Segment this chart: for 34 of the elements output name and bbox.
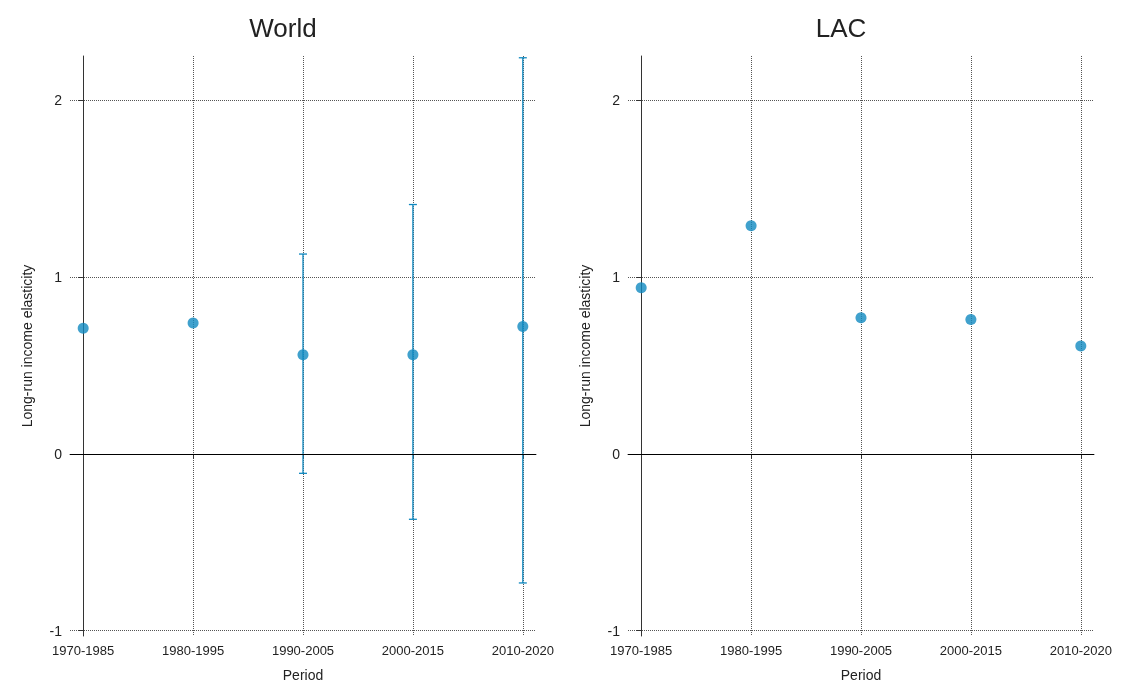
x-tick-label: 1980-1995 bbox=[162, 643, 225, 658]
point bbox=[1075, 340, 1087, 352]
y-tick-label: 0 bbox=[54, 445, 63, 462]
chart-title: LAC bbox=[815, 13, 867, 43]
y-tick-label: -1 bbox=[49, 622, 63, 639]
point bbox=[297, 349, 309, 361]
y-tick-label: -1 bbox=[607, 622, 621, 639]
x-axis-title: Period bbox=[840, 667, 882, 683]
x-tick-label: 1990-2005 bbox=[271, 643, 335, 658]
y-axis-title: Long-run income elasticity bbox=[577, 264, 593, 428]
x-tick-label: 1980-1995 bbox=[720, 643, 783, 658]
y-tick-label: 1 bbox=[54, 269, 63, 286]
x-axis-title: Period bbox=[282, 667, 324, 683]
x-tick-label: 1970-1985 bbox=[610, 643, 673, 658]
point bbox=[77, 322, 89, 334]
point bbox=[635, 282, 647, 294]
point bbox=[517, 321, 529, 333]
x-tick-label: 1990-2005 bbox=[829, 643, 893, 658]
point bbox=[407, 349, 419, 361]
chart-title: World bbox=[249, 13, 317, 43]
point bbox=[965, 313, 977, 325]
y-tick-label: 2 bbox=[54, 92, 63, 109]
point bbox=[187, 317, 199, 329]
y-tick-label: 2 bbox=[612, 92, 621, 109]
point bbox=[745, 220, 757, 232]
x-tick-label: 2010-2020 bbox=[1049, 643, 1112, 658]
x-tick-label: 1970-1985 bbox=[52, 643, 115, 658]
y-tick-label: 1 bbox=[612, 269, 621, 286]
x-tick-label: 2000-2015 bbox=[381, 643, 444, 658]
x-tick-label: 2000-2015 bbox=[939, 643, 1002, 658]
y-axis-title: Long-run income elasticity bbox=[19, 264, 35, 428]
x-tick-label: 2010-2020 bbox=[491, 643, 554, 658]
y-tick-label: 0 bbox=[612, 445, 621, 462]
point bbox=[855, 312, 867, 324]
